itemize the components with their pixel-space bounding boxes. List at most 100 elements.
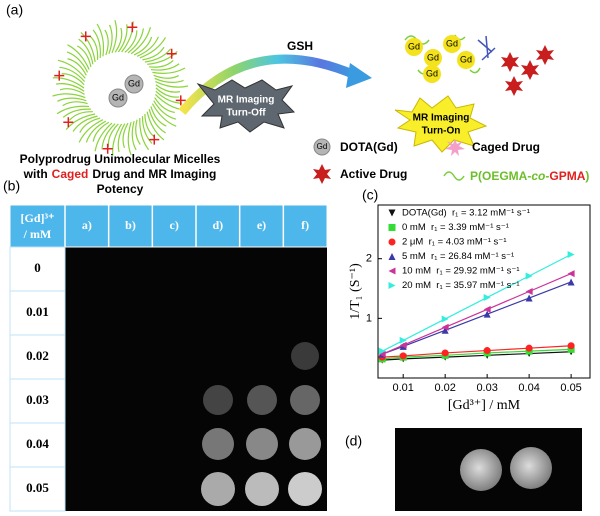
mri-spots (201, 342, 322, 506)
polymer-chain (124, 30, 138, 53)
x-tick-label: 0.01 (392, 382, 413, 394)
legend-marker (388, 282, 396, 289)
legend-text: Caged Drug (472, 140, 540, 154)
polymer-chain (104, 29, 109, 56)
polymer-chain (133, 36, 153, 56)
x-tick-label: 0.03 (476, 382, 497, 394)
marker (441, 315, 449, 323)
polymer-chain (101, 123, 116, 150)
polymer-chain (52, 93, 86, 99)
active-icon (313, 164, 331, 184)
polymer-chain (130, 27, 152, 55)
marker (525, 344, 533, 352)
red-cross (102, 143, 113, 154)
column-header: b) (125, 218, 136, 232)
marker (567, 270, 575, 278)
legend-text: DOTA(Gd) (340, 140, 398, 154)
row-label-cell (9, 334, 66, 380)
x-axis-label: [Gd³⁺] / mM (448, 398, 521, 413)
turn-off-text: Turn-Off (226, 108, 266, 119)
red-cross (127, 22, 138, 33)
polymer-chain (111, 20, 118, 54)
turn-on-burst (394, 95, 488, 153)
marker (378, 347, 386, 355)
marker (399, 336, 407, 344)
marker (483, 310, 491, 318)
polymer-chain (59, 88, 85, 95)
row-label-cell (9, 422, 66, 468)
plot-frame (377, 204, 591, 379)
fragments-blue (477, 35, 496, 61)
polymer-chain (139, 118, 150, 151)
red-cross (80, 31, 91, 42)
marker (399, 341, 407, 349)
panel-c: (c) 0.01 0.02 0.03 0.04 0.05 1 2 [Gd³⁺] / mM 1/T₁… (348, 187, 591, 413)
polymer-chain (62, 108, 91, 118)
polymer-chain (144, 114, 155, 138)
polymer-chain (146, 111, 165, 141)
gd-text: Gd (112, 92, 124, 102)
y-tick-label: 1 (366, 312, 372, 324)
row-label-cell (9, 290, 66, 336)
marker (441, 323, 449, 331)
polymer-chain (108, 24, 113, 54)
polymer-chain (153, 100, 177, 120)
polymer-chain (66, 51, 89, 73)
polymer-chain (135, 119, 141, 145)
polymer-chain (117, 123, 126, 153)
mri-spot (510, 447, 552, 489)
turn-on-text: MR Imaging (413, 113, 470, 124)
red-cross (63, 117, 74, 128)
polymer-chain (57, 59, 86, 79)
row-label: 0.03 (26, 392, 49, 407)
gd-icon (124, 74, 144, 94)
marker (483, 293, 491, 301)
gd-icon (108, 88, 128, 108)
legend-text: P(OEGMA-co-GPMA) (470, 169, 589, 183)
column-header: a) (82, 218, 92, 232)
polymer-chain (151, 103, 177, 127)
polymer-part: P(OEGMA- (470, 169, 531, 183)
caption: with Caged Drug and MR Imaging (23, 167, 217, 181)
gd-text: Gd (427, 52, 439, 62)
legend-label: 2 μM r₁ = 4.03 mM⁻¹ s⁻¹ (402, 237, 507, 248)
red-cross (166, 48, 177, 59)
polymer-part: ) (585, 169, 589, 183)
row-label: 0.04 (26, 436, 49, 451)
caged-icon (445, 139, 465, 156)
marker (525, 288, 533, 295)
x-tick-label: 0.02 (434, 382, 455, 394)
series-line (381, 273, 572, 355)
polymer-chain (150, 106, 167, 127)
polymer-chain (149, 59, 174, 68)
x-tick-label: 0.04 (518, 382, 539, 394)
polymer-chain (79, 117, 101, 133)
legend-label: 0 mM r₁ = 3.39 mM⁻¹ s⁻¹ (402, 222, 509, 233)
polymer-chain (67, 44, 90, 70)
polymer-chain (89, 35, 99, 60)
legend-marker (388, 224, 396, 231)
legend-marker (388, 209, 396, 217)
header-bg (9, 204, 328, 248)
legend-label: 20 mM r₁ = 35.97 mM⁻¹ s⁻¹ (402, 280, 520, 291)
polymer-chain (67, 58, 87, 76)
column-header: f) (301, 218, 309, 232)
polymer-chain (94, 122, 113, 152)
polymer-chain (62, 101, 88, 107)
panel-label: (a) (6, 2, 23, 18)
polymer-chain (121, 21, 134, 53)
panel-b: (b) [Gd]³⁺ / mM a) b) c) d) e) f) 0 0.01 0.02 0.03 0… (3, 178, 328, 512)
polymer-red: GPMA (549, 169, 585, 183)
marker (483, 305, 491, 313)
gd-text: Gd (128, 78, 140, 88)
polymer-chain (65, 113, 96, 130)
polymer-chain (59, 66, 86, 82)
gd-icon (313, 138, 331, 156)
polymer-chain (153, 74, 179, 79)
marker (441, 326, 449, 334)
row-label-cell (9, 466, 66, 512)
caption: Polyprodrug Unimolecular Micelles (20, 152, 221, 166)
polymer-chain (57, 97, 87, 102)
gd-text: Gd (460, 54, 472, 64)
polymer-chain (76, 45, 92, 67)
